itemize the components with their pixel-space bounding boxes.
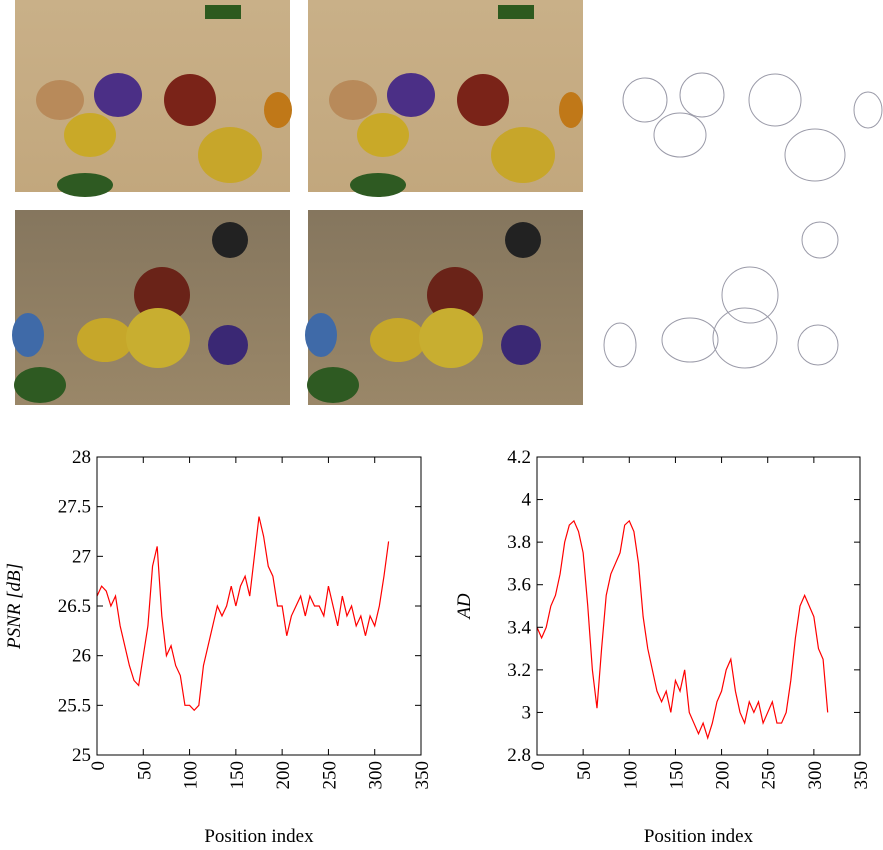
x-tick-label: 100 [181, 761, 202, 790]
x-tick-label: 350 [851, 761, 872, 790]
x-tick-label: 350 [412, 761, 433, 790]
x-axis-label: Position index [204, 826, 314, 847]
y-axis-label: PSNR [dB] [4, 563, 25, 650]
y-tick-label: 3.8 [507, 532, 531, 553]
x-tick-label: 50 [134, 761, 155, 780]
plot-frame [97, 457, 421, 755]
y-tick-label: 27.5 [58, 497, 91, 518]
difference-sketch [623, 73, 882, 181]
x-tick-label: 150 [666, 761, 687, 790]
y-tick-label: 4 [522, 490, 532, 511]
photo-row-1 [15, 0, 882, 197]
x-tick-label: 300 [805, 761, 826, 790]
y-tick-label: 26 [72, 646, 91, 667]
y-tick-label: 28 [72, 447, 91, 468]
x-tick-label: 200 [273, 761, 294, 790]
plot-frame [537, 457, 860, 755]
x-tick-label: 250 [319, 761, 340, 790]
page: {"chart_data": [ {"type": "line", "xlabe… [0, 0, 883, 850]
x-tick-label: 300 [366, 761, 387, 790]
y-tick-label: 3.4 [507, 617, 531, 638]
data-line [537, 521, 828, 738]
y-tick-label: 3.2 [507, 660, 531, 681]
data-line [97, 517, 389, 711]
y-tick-label: 26.5 [58, 596, 91, 617]
x-tick-label: 250 [759, 761, 780, 790]
x-tick-label: 200 [713, 761, 734, 790]
x-tick-label: 0 [528, 761, 549, 771]
x-axis-label: Position index [644, 826, 754, 847]
figure: 2525.52626.52727.52805010015020025030035… [0, 0, 883, 850]
y-tick-label: 27 [72, 546, 91, 567]
photo-row-2 [12, 210, 838, 405]
x-tick-label: 100 [620, 761, 641, 790]
y-tick-label: 3.6 [507, 575, 531, 596]
y-tick-label: 3 [522, 702, 532, 723]
x-tick-label: 0 [88, 761, 109, 771]
y-tick-label: 25.5 [58, 695, 91, 716]
difference-sketch [604, 222, 838, 368]
y-tick-label: 4.2 [507, 447, 531, 468]
x-tick-label: 50 [574, 761, 595, 780]
y-axis-label: AD [454, 593, 475, 621]
x-tick-label: 150 [227, 761, 248, 790]
